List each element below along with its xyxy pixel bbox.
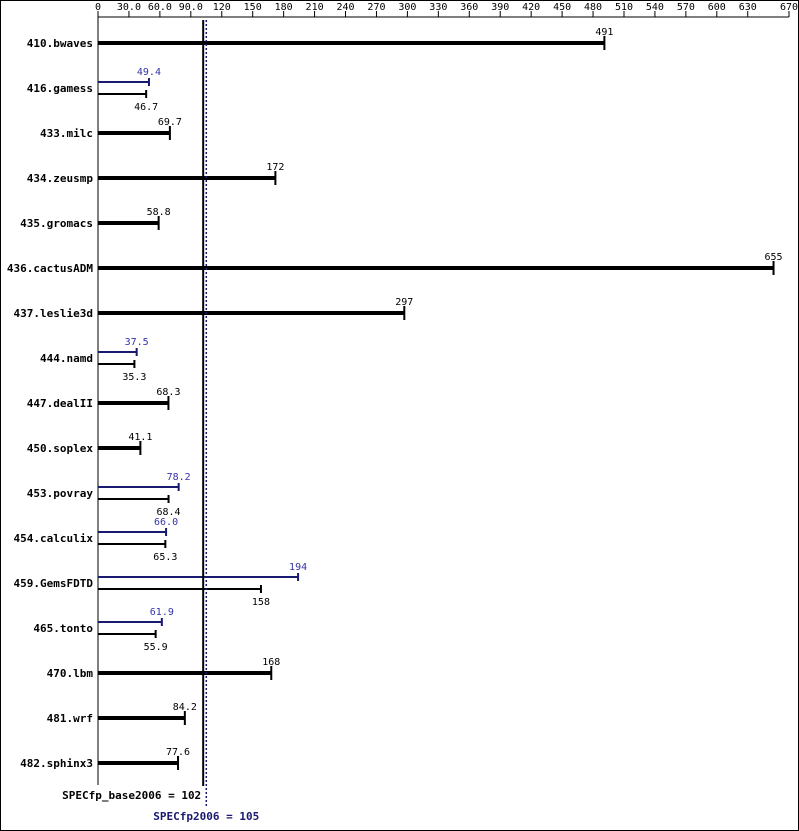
x-tick-label: 630: [739, 2, 757, 13]
category-label: 470.lbm: [47, 667, 94, 680]
value-label: 297: [395, 297, 413, 308]
x-tick-label: 240: [336, 2, 354, 13]
peak-value-label: 37.5: [125, 337, 149, 348]
value-label: 68.4: [156, 507, 180, 518]
category-label: 481.wrf: [47, 712, 93, 725]
x-tick-label: 210: [306, 2, 324, 13]
category-label: 434.zeusmp: [27, 172, 94, 185]
peak-value-label: 49.4: [137, 67, 161, 78]
value-label: 77.6: [166, 747, 190, 758]
peak-value-label: 61.9: [150, 607, 174, 618]
x-tick-label: 510: [615, 2, 633, 13]
category-label: 436.cactusADM: [7, 262, 93, 275]
category-label: 453.povray: [27, 487, 94, 500]
category-label: 435.gromacs: [20, 217, 93, 230]
value-label: 168: [262, 657, 280, 668]
category-label: 459.GemsFDTD: [14, 577, 94, 590]
value-label: 65.3: [153, 552, 177, 563]
x-tick-label: 120: [213, 2, 231, 13]
x-tick-label: 180: [275, 2, 293, 13]
category-label: 447.dealII: [27, 397, 93, 410]
category-label: 444.namd: [40, 352, 93, 365]
x-tick-label: 60.0: [148, 2, 172, 13]
x-tick-label: 480: [584, 2, 602, 13]
x-tick-label: 600: [708, 2, 726, 13]
x-tick-label: 30.0: [117, 2, 141, 13]
value-label: 655: [764, 252, 782, 263]
x-tick-label: 570: [677, 2, 695, 13]
value-label: 55.9: [144, 642, 168, 653]
x-tick-label: 270: [367, 2, 385, 13]
category-label: 454.calculix: [14, 532, 94, 545]
value-label: 172: [266, 162, 284, 173]
x-tick-label: 450: [553, 2, 571, 13]
x-tick-label: 390: [491, 2, 509, 13]
peak-value-label: 66.0: [154, 517, 178, 528]
category-label: 450.soplex: [27, 442, 94, 455]
category-label: 410.bwaves: [27, 37, 93, 50]
category-label: 416.gamess: [27, 82, 93, 95]
value-label: 69.7: [158, 117, 182, 128]
category-label: 465.tonto: [33, 622, 93, 635]
value-label: 158: [252, 597, 270, 608]
category-label: 437.leslie3d: [14, 307, 93, 320]
peak-value-label: 78.2: [167, 472, 191, 483]
value-label: 46.7: [134, 102, 158, 113]
category-label: 482.sphinx3: [20, 757, 93, 770]
value-label: 41.1: [128, 432, 152, 443]
value-label: 491: [595, 27, 613, 38]
peak-value-label: 194: [289, 562, 307, 573]
x-tick-label: 330: [429, 2, 447, 13]
x-tick-label: 300: [398, 2, 416, 13]
value-label: 68.3: [156, 387, 180, 398]
reference-label: SPECfp2006 = 105: [153, 810, 259, 823]
x-tick-label: 540: [646, 2, 664, 13]
x-tick-label: 150: [244, 2, 262, 13]
x-tick-label: 90.0: [179, 2, 203, 13]
x-tick-label: 670: [780, 2, 798, 13]
value-label: 35.3: [122, 372, 146, 383]
category-label: 433.milc: [40, 127, 93, 140]
value-label: 58.8: [147, 207, 171, 218]
x-tick-label: 420: [522, 2, 540, 13]
x-tick-label: 0: [95, 2, 101, 13]
reference-label: SPECfp_base2006 = 102: [62, 789, 201, 802]
value-label: 84.2: [173, 702, 197, 713]
x-tick-label: 360: [460, 2, 478, 13]
